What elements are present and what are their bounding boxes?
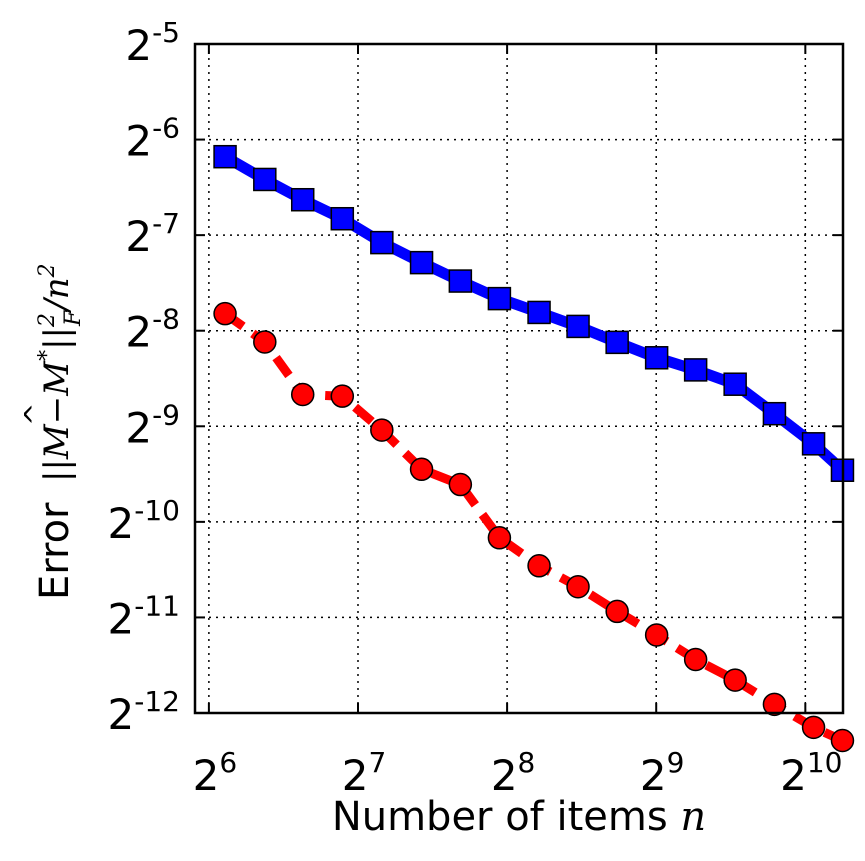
y-tick-label: 2-5 — [125, 16, 180, 70]
x-tick-label: 27 — [342, 746, 387, 800]
data-point-square — [213, 144, 237, 169]
data-point-square — [762, 401, 787, 426]
x-tick-exponent: 7 — [368, 746, 386, 779]
data-point-square — [566, 314, 590, 339]
data-point-circle — [330, 384, 355, 408]
y-tick-labels: 2-52-62-72-82-92-102-112-12 — [108, 16, 180, 739]
y-tick-exponent: -7 — [152, 207, 180, 240]
data-point-circle — [830, 728, 855, 753]
x-tick-base: 2 — [193, 751, 220, 800]
x-axis-title: Number of items n — [332, 794, 706, 840]
x-tick-exponent: 9 — [667, 746, 685, 779]
minus-symbol: − — [37, 396, 77, 425]
data-point-square — [448, 269, 473, 293]
data-point-circle — [487, 526, 512, 550]
series-line — [222, 310, 845, 745]
y-tick-base: 2 — [108, 690, 135, 739]
norm-open: || — [37, 459, 77, 482]
y-tick-label: 2-9 — [125, 398, 180, 452]
x-tick-label: 29 — [640, 746, 685, 800]
series-layer — [213, 144, 855, 753]
norm-close: || — [37, 327, 77, 350]
x-tick-label: 28 — [491, 746, 536, 800]
y-tick-label: 2-7 — [125, 207, 180, 261]
y-tick-exponent: -10 — [134, 494, 180, 527]
data-point-circle — [801, 715, 826, 740]
series-1 — [213, 301, 855, 753]
data-point-square — [723, 372, 747, 396]
y-tick-exponent: -9 — [152, 398, 180, 431]
data-point-square — [487, 286, 512, 311]
y-tick-base: 2 — [125, 403, 152, 452]
y-tick-label: 2-10 — [108, 494, 180, 548]
x-tick-base: 2 — [640, 751, 667, 800]
plot-frame — [193, 42, 845, 715]
data-point-square — [370, 230, 394, 255]
data-point-circle — [683, 647, 708, 672]
data-point-circle — [566, 574, 590, 599]
x-tick-label: 210 — [780, 746, 842, 800]
data-point-circle — [605, 599, 629, 624]
data-point-square — [801, 432, 826, 456]
y-axis-title: Error ||M−M*||2F/n2 ^ — [18, 263, 86, 600]
star-superscript: * — [35, 350, 60, 361]
y-tick-exponent: -5 — [152, 16, 180, 49]
data-point-circle — [213, 301, 237, 326]
data-point-circle — [723, 668, 747, 692]
x-tick-base: 2 — [780, 751, 807, 800]
y-tick-base: 2 — [125, 117, 152, 166]
y-tick-label: 2-8 — [125, 303, 180, 357]
x-tick-base: 2 — [342, 751, 369, 800]
data-point-square — [644, 346, 669, 370]
y-tick-base: 2 — [108, 594, 135, 643]
y-tick-exponent: -8 — [152, 303, 180, 336]
y-tick-exponent: -11 — [134, 589, 180, 622]
y-tick-base: 2 — [125, 212, 152, 261]
data-point-square — [290, 187, 315, 212]
y-tick-label: 2-12 — [108, 685, 180, 739]
data-point-square — [527, 300, 551, 325]
m-hat-symbol: M — [37, 423, 77, 460]
divide-symbol: / — [37, 296, 77, 314]
data-point-circle — [527, 554, 551, 578]
data-point-circle — [448, 472, 473, 497]
m-star-symbol: M — [37, 360, 77, 397]
series-0 — [213, 144, 855, 482]
data-point-circle — [762, 692, 787, 717]
data-point-circle — [253, 330, 277, 354]
data-point-circle — [290, 382, 315, 407]
y-tick-base: 2 — [125, 21, 152, 70]
x-tick-base: 2 — [491, 751, 518, 800]
y-tick-exponent: -12 — [134, 685, 180, 718]
data-point-circle — [644, 623, 669, 647]
y-axis-title-text: Error — [32, 502, 78, 600]
data-point-circle — [409, 457, 434, 482]
hat-accent: ^ — [18, 403, 51, 426]
x-tick-label: 26 — [193, 746, 238, 800]
data-point-square — [605, 330, 629, 355]
x-tick-exponent: 6 — [219, 746, 237, 779]
x-axis-variable: n — [680, 794, 706, 840]
x-tick-exponent: 10 — [807, 746, 843, 779]
y-tick-label: 2-6 — [125, 112, 180, 166]
n-symbol: n — [37, 277, 77, 299]
y-axis-formula: ||M−M*||2F/n2 — [35, 263, 86, 482]
y-tick-base: 2 — [108, 499, 135, 548]
tick-marks — [195, 43, 843, 714]
norm-power: 2 — [35, 313, 60, 328]
y-tick-base: 2 — [125, 308, 152, 357]
x-axis-title-text: Number of items — [332, 794, 681, 840]
n-power: 2 — [35, 263, 60, 278]
data-point-circle — [370, 418, 394, 442]
data-point-square — [253, 167, 277, 192]
norm-subscript: F — [61, 310, 86, 327]
data-point-square — [409, 250, 434, 275]
data-point-square — [683, 358, 708, 382]
y-tick-label: 2-11 — [108, 589, 180, 643]
x-tick-labels: 26 27 28 29 210 — [193, 746, 843, 800]
y-tick-exponent: -6 — [152, 112, 180, 145]
x-tick-exponent: 8 — [518, 746, 536, 779]
data-point-square — [330, 206, 355, 231]
